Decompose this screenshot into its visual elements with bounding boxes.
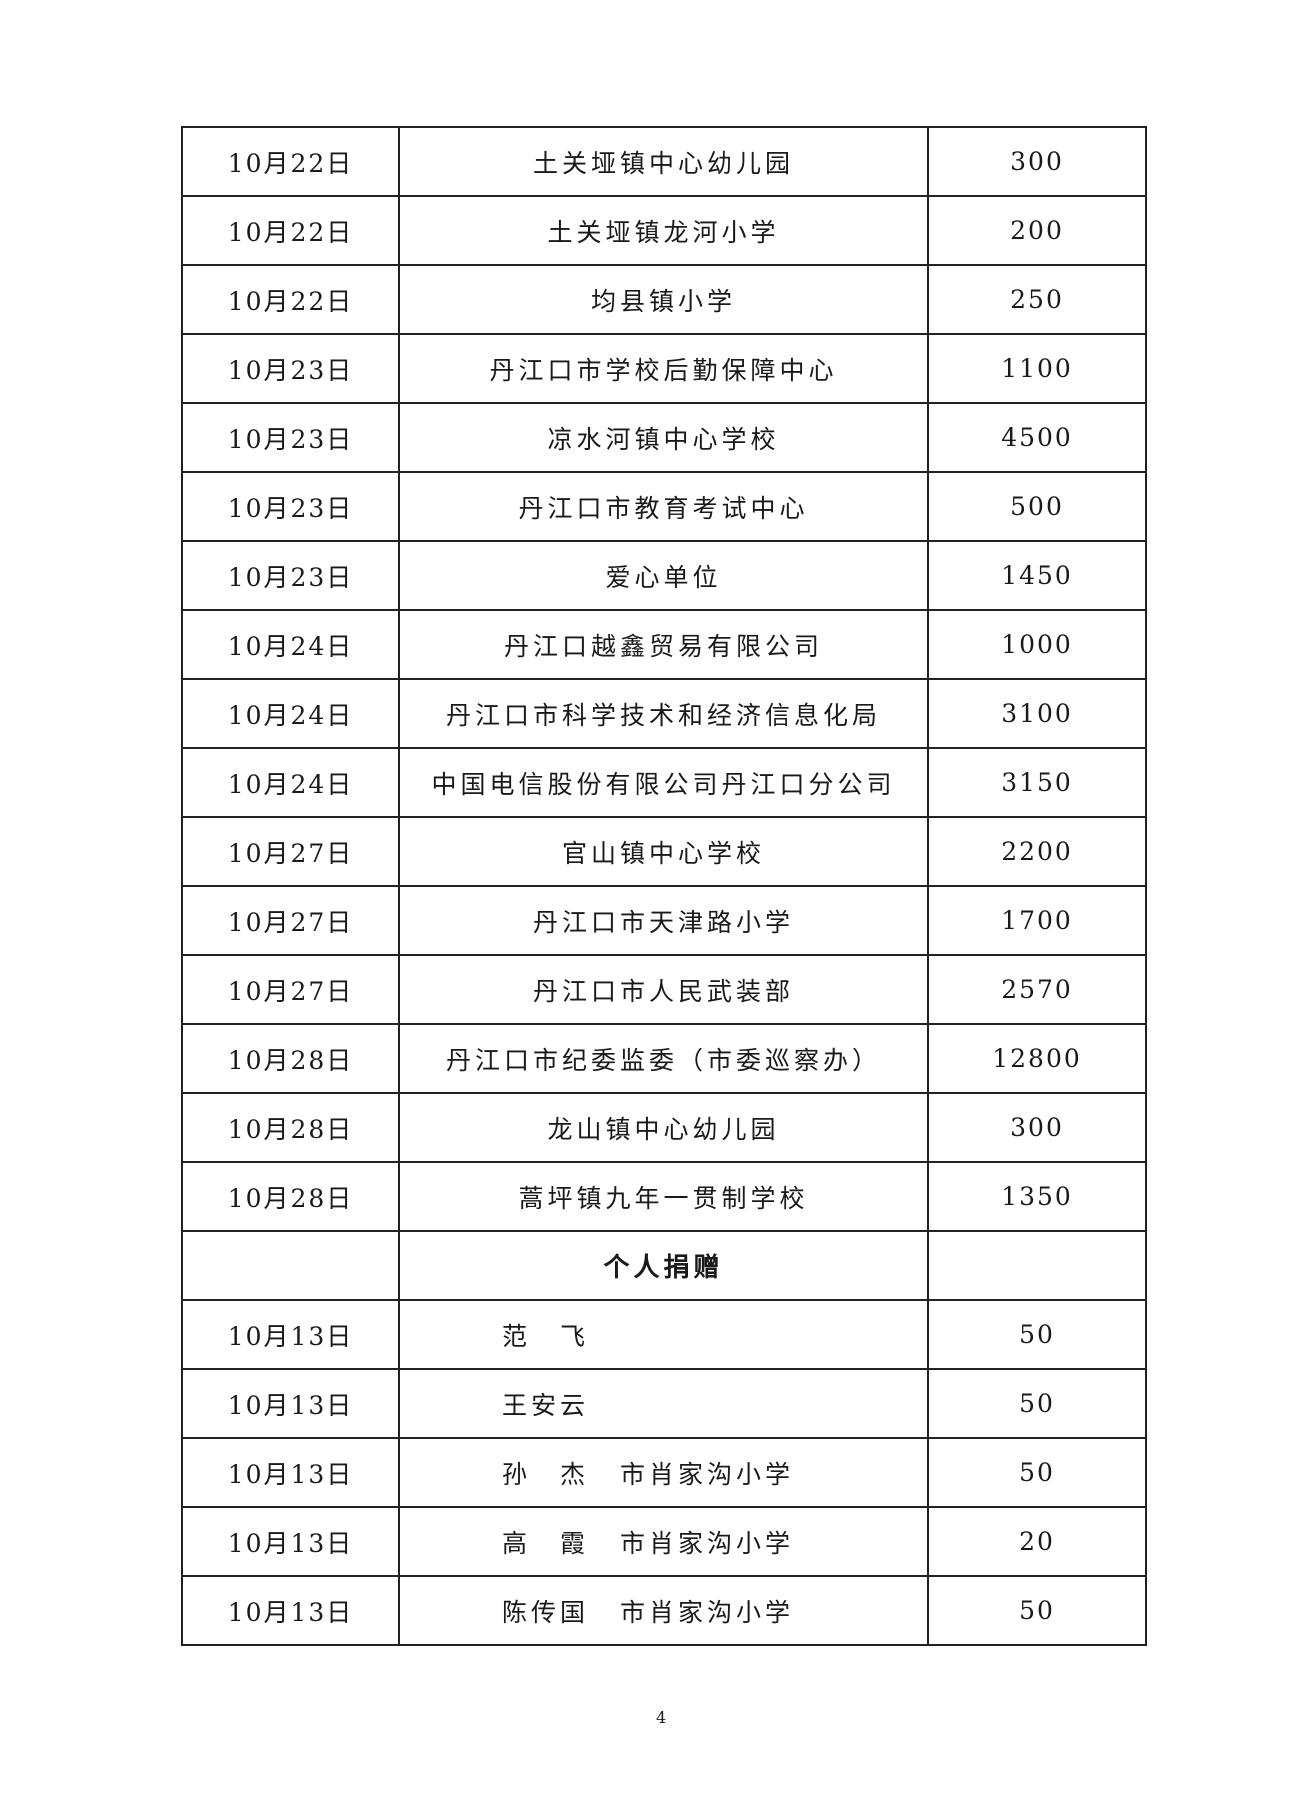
donation-table: 10月22日 土关垭镇中心幼儿园 300 10月22日 土关垭镇龙河小学 200 10月22… — [181, 126, 1147, 1646]
table-row: 10月13日 陈传国 市肖家沟小学 50 — [181, 1575, 1147, 1646]
amount-cell: 20 — [927, 1506, 1147, 1577]
table-row: 10月13日高 霞市肖家沟小学 20 — [181, 1506, 1147, 1577]
amount-cell: 200 — [927, 195, 1147, 266]
donor-cell: 官山镇中心学校 — [398, 816, 929, 887]
table-row: 10月13日 王安云 50 — [181, 1368, 1147, 1439]
date-cell: 10月24日 — [181, 747, 400, 818]
date-cell: 10月22日 — [181, 264, 400, 335]
section-header-row: 个人捐赠 — [181, 1230, 1147, 1301]
page-number: 4 — [656, 1708, 667, 1727]
person-name: 高 霞 — [502, 1528, 590, 1558]
donor-cell: 土关垭镇中心幼儿园 — [398, 126, 929, 197]
donor-cell: 高 霞市肖家沟小学 — [398, 1506, 929, 1577]
donor-cell: 丹江口市科学技术和经济信息化局 — [398, 678, 929, 749]
donor-cell: 范 飞 — [398, 1299, 929, 1370]
date-cell: 10月27日 — [181, 816, 400, 887]
date-cell: 10月23日 — [181, 402, 400, 473]
date-cell: 10月23日 — [181, 333, 400, 404]
date-cell: 10月13日 — [181, 1299, 400, 1370]
table-row: 10月27日 丹江口市人民武装部 2570 — [181, 954, 1147, 1025]
section-title: 个人捐赠 — [398, 1230, 929, 1301]
date-cell: 10月28日 — [181, 1023, 400, 1094]
table-row: 10月13日 范 飞 50 — [181, 1299, 1147, 1370]
amount-cell: 12800 — [927, 1023, 1147, 1094]
table-row: 10月23日 爱心单位 1450 — [181, 540, 1147, 611]
table-row: 10月22日 土关垭镇中心幼儿园 300 — [181, 126, 1147, 197]
person-organization: 市肖家沟小学 — [620, 1597, 795, 1627]
table-row: 10月24日 丹江口市科学技术和经济信息化局 3100 — [181, 678, 1147, 749]
empty-cell — [927, 1230, 1147, 1301]
person-name: 陈传国 — [502, 1597, 590, 1627]
amount-cell: 50 — [927, 1437, 1147, 1508]
amount-cell: 4500 — [927, 402, 1147, 473]
table-row: 10月23日 丹江口市学校后勤保障中心 1100 — [181, 333, 1147, 404]
table-row: 10月23日 丹江口市教育考试中心 500 — [181, 471, 1147, 542]
person-name: 王安云 — [502, 1390, 590, 1420]
date-cell: 10月22日 — [181, 195, 400, 266]
date-cell: 10月23日 — [181, 540, 400, 611]
date-cell: 10月28日 — [181, 1161, 400, 1232]
donor-cell: 王安云 — [398, 1368, 929, 1439]
donor-cell: 蒿坪镇九年一贯制学校 — [398, 1161, 929, 1232]
date-cell: 10月13日 — [181, 1368, 400, 1439]
amount-cell: 3100 — [927, 678, 1147, 749]
person-name: 范 飞 — [502, 1321, 590, 1351]
amount-cell: 1350 — [927, 1161, 1147, 1232]
amount-cell: 300 — [927, 1092, 1147, 1163]
date-cell: 10月28日 — [181, 1092, 400, 1163]
amount-cell: 500 — [927, 471, 1147, 542]
table-row: 10月28日 龙山镇中心幼儿园 300 — [181, 1092, 1147, 1163]
donor-cell: 孙 杰市肖家沟小学 — [398, 1437, 929, 1508]
amount-cell: 300 — [927, 126, 1147, 197]
table-row: 10月24日 丹江口越鑫贸易有限公司 1000 — [181, 609, 1147, 680]
donor-cell: 龙山镇中心幼儿园 — [398, 1092, 929, 1163]
donor-cell: 丹江口市学校后勤保障中心 — [398, 333, 929, 404]
donor-cell: 中国电信股份有限公司丹江口分公司 — [398, 747, 929, 818]
donor-cell: 丹江口市教育考试中心 — [398, 471, 929, 542]
date-cell: 10月23日 — [181, 471, 400, 542]
date-cell: 10月22日 — [181, 126, 400, 197]
donor-cell: 丹江口市人民武装部 — [398, 954, 929, 1025]
table-row: 10月27日 丹江口市天津路小学 1700 — [181, 885, 1147, 956]
person-name: 孙 杰 — [502, 1459, 590, 1489]
table-row: 10月22日 均县镇小学 250 — [181, 264, 1147, 335]
table-row: 10月27日 官山镇中心学校 2200 — [181, 816, 1147, 887]
table-row: 10月28日 蒿坪镇九年一贯制学校 1350 — [181, 1161, 1147, 1232]
donor-cell: 丹江口市天津路小学 — [398, 885, 929, 956]
table-row: 10月23日 凉水河镇中心学校 4500 — [181, 402, 1147, 473]
donor-cell: 土关垭镇龙河小学 — [398, 195, 929, 266]
table-row: 10月28日 丹江口市纪委监委（市委巡察办） 12800 — [181, 1023, 1147, 1094]
date-cell: 10月13日 — [181, 1437, 400, 1508]
donor-cell: 均县镇小学 — [398, 264, 929, 335]
amount-cell: 1700 — [927, 885, 1147, 956]
table-row: 10月13日孙 杰市肖家沟小学 50 — [181, 1437, 1147, 1508]
date-cell: 10月24日 — [181, 678, 400, 749]
table-row: 10月22日 土关垭镇龙河小学 200 — [181, 195, 1147, 266]
amount-cell: 1000 — [927, 609, 1147, 680]
amount-cell: 50 — [927, 1368, 1147, 1439]
amount-cell: 1450 — [927, 540, 1147, 611]
person-organization: 市肖家沟小学 — [620, 1528, 795, 1558]
donor-cell: 凉水河镇中心学校 — [398, 402, 929, 473]
date-cell: 10月27日 — [181, 885, 400, 956]
donor-cell: 陈传国 市肖家沟小学 — [398, 1575, 929, 1646]
person-organization: 市肖家沟小学 — [620, 1459, 795, 1489]
donor-cell: 丹江口越鑫贸易有限公司 — [398, 609, 929, 680]
amount-cell: 50 — [927, 1299, 1147, 1370]
empty-cell — [181, 1230, 400, 1301]
amount-cell: 2570 — [927, 954, 1147, 1025]
amount-cell: 250 — [927, 264, 1147, 335]
amount-cell: 2200 — [927, 816, 1147, 887]
donor-cell: 丹江口市纪委监委（市委巡察办） — [398, 1023, 929, 1094]
date-cell: 10月24日 — [181, 609, 400, 680]
donor-cell: 爱心单位 — [398, 540, 929, 611]
date-cell: 10月13日 — [181, 1506, 400, 1577]
date-cell: 10月13日 — [181, 1575, 400, 1646]
amount-cell: 50 — [927, 1575, 1147, 1646]
date-cell: 10月27日 — [181, 954, 400, 1025]
table-row: 10月24日 中国电信股份有限公司丹江口分公司 3150 — [181, 747, 1147, 818]
amount-cell: 1100 — [927, 333, 1147, 404]
amount-cell: 3150 — [927, 747, 1147, 818]
